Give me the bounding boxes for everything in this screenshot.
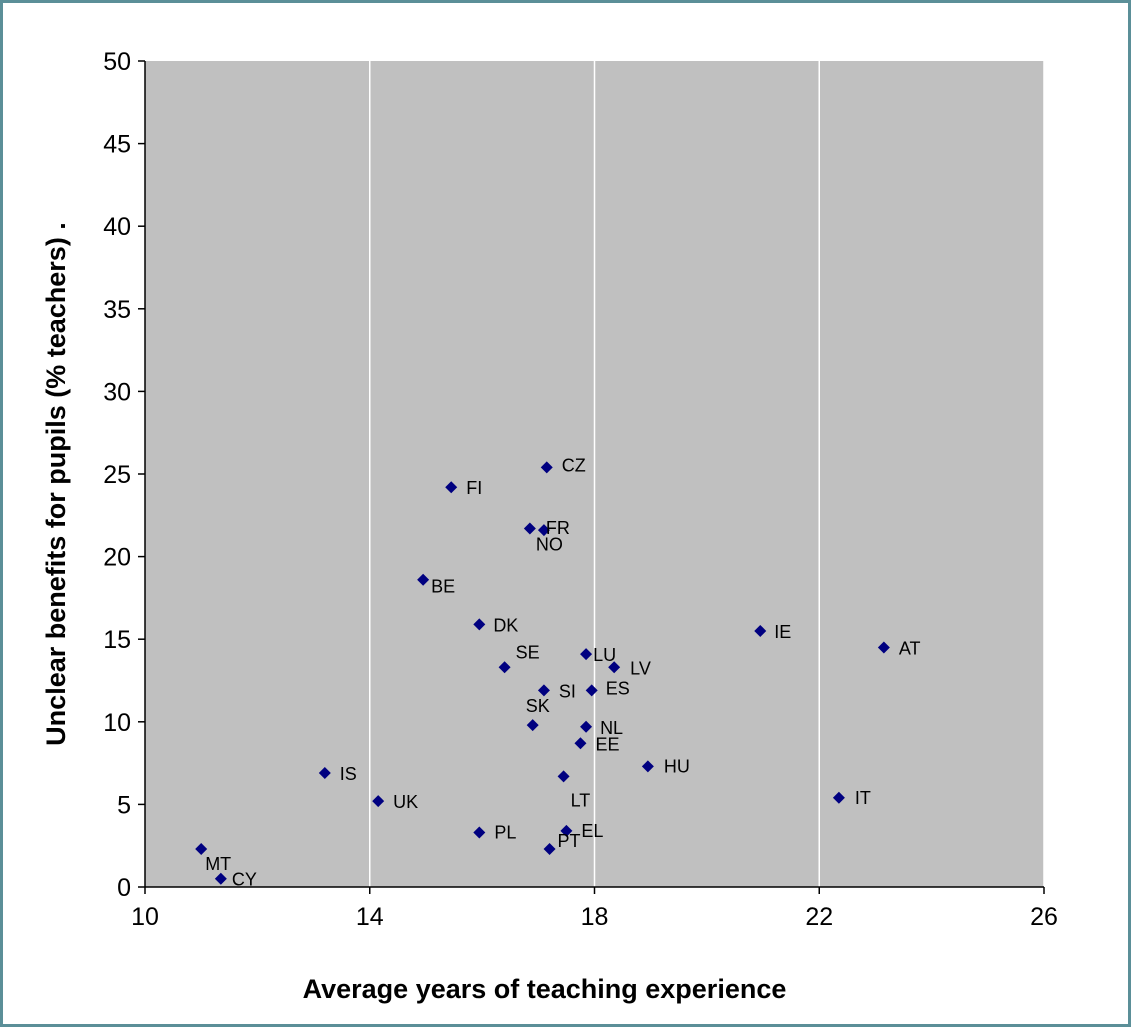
point-label-dk: DK: [493, 615, 518, 635]
y-tick-label-35: 35: [103, 296, 131, 324]
point-nl: [580, 720, 593, 733]
point-label-is: IS: [340, 764, 357, 784]
point-label-be: BE: [431, 577, 455, 597]
point-be: [417, 573, 430, 586]
point-label-lu: LU: [593, 645, 616, 665]
x-axis-title: Average years of teaching experience: [303, 974, 787, 1004]
point-label-sk: SK: [526, 696, 550, 716]
point-ee: [574, 737, 587, 750]
point-se: [498, 661, 511, 674]
point-label-ee: EE: [595, 734, 619, 754]
point-ie: [754, 624, 767, 637]
x-tick-label-26: 26: [1030, 903, 1058, 931]
point-label-cz: CZ: [562, 455, 586, 475]
point-es: [585, 684, 598, 697]
point-label-mt: MT: [205, 854, 231, 874]
point-pt: [543, 843, 556, 856]
point-si: [537, 684, 550, 697]
point-label-es: ES: [606, 678, 630, 698]
point-label-si: SI: [559, 681, 576, 701]
point-label-ie: IE: [774, 622, 791, 642]
point-label-lv: LV: [630, 658, 651, 678]
y-tick-label-10: 10: [103, 709, 131, 737]
point-label-uk: UK: [393, 792, 418, 812]
y-tick-label-50: 50: [103, 48, 131, 76]
point-lv: [608, 661, 621, 674]
x-tick-label-14: 14: [356, 903, 384, 931]
point-label-cy: CY: [232, 870, 257, 890]
point-label-pl: PL: [494, 822, 516, 842]
axes: [138, 60, 1045, 894]
point-mt: [195, 843, 208, 856]
point-lt: [557, 770, 570, 783]
y-tick-label-20: 20: [103, 544, 131, 572]
point-dk: [473, 618, 486, 631]
point-label-nl: NL: [600, 718, 623, 738]
point-it: [832, 791, 845, 804]
point-fi: [445, 481, 458, 494]
y-tick-label-40: 40: [103, 213, 131, 241]
y-tick-label-15: 15: [103, 626, 131, 654]
point-cy: [214, 872, 227, 885]
scatter-chart: 0 5 10 15 20 25 30 35 40 45 50 10 14 18 22 26 CZ FI FRNO…: [41, 48, 1058, 1004]
point-label-el: EL: [581, 821, 603, 841]
y-tick-label-5: 5: [117, 791, 131, 819]
point-cz: [540, 461, 553, 474]
point-label-hu: HU: [664, 756, 690, 776]
point-label-fr: FR: [546, 518, 570, 538]
x-tick-label-22: 22: [805, 903, 833, 931]
x-tick-label-10: 10: [131, 903, 159, 931]
gridlines: [369, 61, 1045, 887]
point-at: [877, 641, 890, 654]
point-hu: [641, 760, 654, 773]
point-no: [523, 522, 536, 535]
x-tick-labels: 10 14 18 22 26: [131, 903, 1058, 931]
point-uk: [372, 795, 385, 808]
point-label-fi: FI: [466, 478, 482, 498]
point-fr: [537, 524, 550, 537]
y-tick-label-45: 45: [103, 131, 131, 159]
y-axis-title: Unclear benefits for pupils (% teachers)…: [41, 222, 71, 746]
y-tick-label-0: 0: [117, 874, 131, 902]
y-tick-labels: 0 5 10 15 20 25 30 35 40 45 50: [103, 48, 131, 902]
point-label-se: SE: [516, 642, 540, 662]
point-pl: [473, 826, 486, 839]
point-sk: [526, 719, 539, 732]
y-tick-label-30: 30: [103, 378, 131, 406]
x-tick-label-18: 18: [581, 903, 609, 931]
point-label-at: AT: [899, 638, 921, 658]
point-label-no: NO: [536, 535, 563, 555]
data-points: [195, 461, 890, 885]
point-el: [560, 824, 573, 837]
point-is: [318, 767, 331, 780]
point-label-pt: PT: [558, 831, 581, 851]
point-label-it: IT: [855, 788, 871, 808]
y-tick-label-25: 25: [103, 461, 131, 489]
point-lu: [580, 648, 593, 661]
point-label-lt: LT: [571, 790, 591, 810]
